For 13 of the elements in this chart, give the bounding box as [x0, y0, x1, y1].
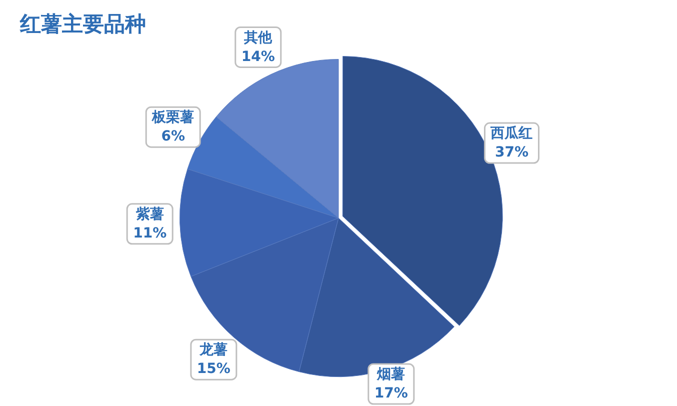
chart-title: 红薯主要品种 — [20, 11, 146, 38]
slice-label: 其他 — [243, 30, 274, 46]
data-label: 6% — [161, 128, 185, 145]
slice-label: 紫薯 — [134, 206, 164, 223]
data-label: 15% — [196, 361, 230, 378]
data-label: 17% — [374, 386, 408, 402]
slice-label: 烟薯 — [376, 366, 406, 383]
data-label: 11% — [133, 226, 167, 242]
slice-label: 板栗薯 — [151, 110, 194, 126]
data-label: 37% — [494, 144, 528, 161]
data-label: 14% — [241, 48, 275, 65]
slice-label: 西瓜红 — [490, 124, 533, 142]
slice-label: 龙薯 — [198, 342, 228, 358]
